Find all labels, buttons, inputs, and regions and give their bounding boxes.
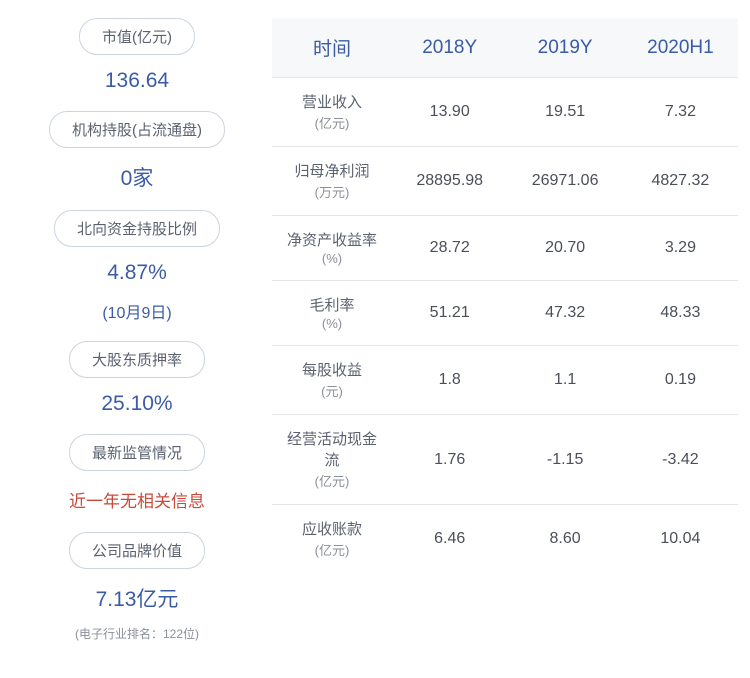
value-cell: 0.19 <box>623 346 738 415</box>
value-cell: 4827.32 <box>623 147 738 216</box>
value-cell: 48.33 <box>623 281 738 346</box>
value-cell: -3.42 <box>623 415 738 505</box>
table-row: 经营活动现金流(亿元)1.76-1.15-3.42 <box>272 415 738 505</box>
value-cell: 3.29 <box>623 216 738 281</box>
table-row: 毛利率(%)51.2147.3248.33 <box>272 281 738 346</box>
header-time: 时间 <box>272 18 392 78</box>
value-cell: 1.8 <box>392 346 507 415</box>
stat-value-2: 4.87% <box>107 261 167 285</box>
value-cell: -1.15 <box>507 415 622 505</box>
value-cell: 26971.06 <box>507 147 622 216</box>
table-body: 营业收入(亿元)13.9019.517.32归母净利润(万元)28895.982… <box>272 78 738 574</box>
metric-cell: 经营活动现金流(亿元) <box>272 415 392 505</box>
value-cell: 7.32 <box>623 78 738 147</box>
stat-value-0: 136.64 <box>105 69 169 93</box>
metric-name: 每股收益 <box>280 360 384 381</box>
stat-value-4: 近一年无相关信息 <box>69 487 205 512</box>
right-table-panel: 时间 2018Y 2019Y 2020H1 营业收入(亿元)13.9019.51… <box>272 18 738 660</box>
table-row: 每股收益(元)1.81.10.19 <box>272 346 738 415</box>
value-cell: 1.1 <box>507 346 622 415</box>
stat-label-4: 最新监管情况 <box>69 434 205 471</box>
stat-label-1: 机构持股(占流通盘) <box>49 111 225 148</box>
metric-name: 营业收入 <box>280 92 384 113</box>
stat-value-3: 25.10% <box>101 392 172 416</box>
metric-cell: 毛利率(%) <box>272 281 392 346</box>
value-cell: 28.72 <box>392 216 507 281</box>
header-2018: 2018Y <box>392 18 507 78</box>
metric-name: 应收账款 <box>280 519 384 540</box>
metric-unit: (亿元) <box>280 471 384 490</box>
stat-sub-2: (10月9日) <box>102 299 171 323</box>
metric-cell: 净资产收益率(%) <box>272 216 392 281</box>
value-cell: 19.51 <box>507 78 622 147</box>
metric-cell: 营业收入(亿元) <box>272 78 392 147</box>
metric-name: 毛利率 <box>280 295 384 316</box>
value-cell: 10.04 <box>623 505 738 574</box>
stat-label-0: 市值(亿元) <box>79 18 195 55</box>
value-cell: 1.76 <box>392 415 507 505</box>
metric-cell: 每股收益(元) <box>272 346 392 415</box>
metric-unit: (万元) <box>280 182 384 201</box>
metric-unit: (%) <box>280 251 384 266</box>
table-row: 营业收入(亿元)13.9019.517.32 <box>272 78 738 147</box>
value-cell: 6.46 <box>392 505 507 574</box>
metric-cell: 应收账款(亿元) <box>272 505 392 574</box>
value-cell: 20.70 <box>507 216 622 281</box>
table-header-row: 时间 2018Y 2019Y 2020H1 <box>272 18 738 78</box>
header-2020h1: 2020H1 <box>623 18 738 78</box>
header-2019: 2019Y <box>507 18 622 78</box>
metric-unit: (%) <box>280 316 384 331</box>
metric-name: 归母净利润 <box>280 161 384 182</box>
stat-label-3: 大股东质押率 <box>69 341 205 378</box>
financial-table: 时间 2018Y 2019Y 2020H1 营业收入(亿元)13.9019.51… <box>272 18 738 573</box>
left-stats-panel: 市值(亿元) 136.64 机构持股(占流通盘) 0家北向资金持股比例 4.87% (10… <box>12 18 262 660</box>
value-cell: 28895.98 <box>392 147 507 216</box>
metric-unit: (亿元) <box>280 540 384 559</box>
stat-label-5: 公司品牌价值 <box>69 532 205 569</box>
stat-value-5: 7.13亿元 <box>96 583 179 613</box>
stat-label-2: 北向资金持股比例 <box>54 210 220 247</box>
stat-note-5: (电子行业排名：122位) <box>75 625 199 642</box>
value-cell: 51.21 <box>392 281 507 346</box>
table-row: 净资产收益率(%)28.7220.703.29 <box>272 216 738 281</box>
metric-unit: (元) <box>280 381 384 400</box>
stat-value-1: 0家 <box>121 162 154 192</box>
value-cell: 47.32 <box>507 281 622 346</box>
table-row: 应收账款(亿元)6.468.6010.04 <box>272 505 738 574</box>
value-cell: 8.60 <box>507 505 622 574</box>
table-row: 归母净利润(万元)28895.9826971.064827.32 <box>272 147 738 216</box>
value-cell: 13.90 <box>392 78 507 147</box>
metric-name: 经营活动现金流 <box>280 429 384 471</box>
metric-unit: (亿元) <box>280 113 384 132</box>
metric-cell: 归母净利润(万元) <box>272 147 392 216</box>
metric-name: 净资产收益率 <box>280 230 384 251</box>
